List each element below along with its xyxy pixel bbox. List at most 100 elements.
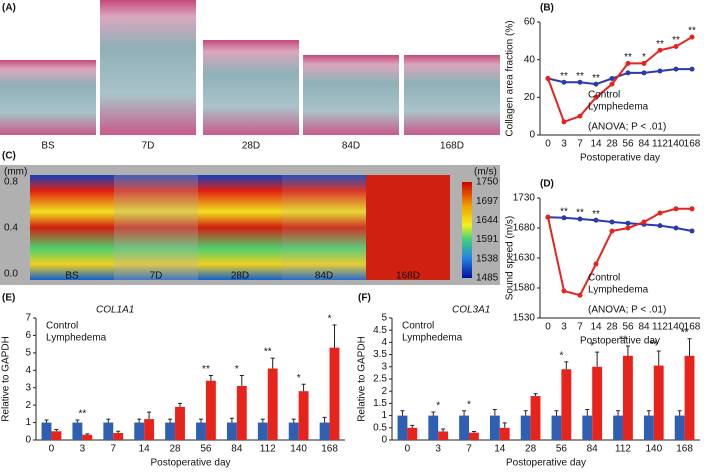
significance-mark: * [642, 52, 646, 63]
bar [407, 427, 418, 440]
significance-mark: * [590, 341, 594, 352]
error-bar [585, 409, 590, 416]
y-tick-label: 1.5 [373, 398, 387, 409]
speed-tick: 1697 [476, 196, 499, 207]
annotation: (ANOVA; P < .01) [588, 305, 666, 316]
significance-mark: ** [688, 26, 696, 37]
x-tick-label: 28 [169, 444, 181, 455]
y-tick-label: 20 [524, 92, 536, 103]
bar [205, 380, 216, 440]
significance-mark: ** [576, 71, 584, 82]
image-label: 168D [396, 271, 420, 282]
bar [72, 422, 83, 440]
x-tick-label: 3 [561, 139, 567, 150]
y-tick-label: 0.5 [373, 422, 387, 433]
elastography-image [282, 175, 366, 280]
x-axis-label: Postoperative day [506, 458, 586, 469]
significance-mark: * [235, 364, 239, 375]
bar [41, 422, 52, 440]
error-bar [554, 410, 559, 416]
significance-mark: ** [264, 347, 272, 358]
y-tick-label: 4.5 [373, 325, 387, 336]
significance-mark: ** [78, 409, 86, 420]
x-tick-label: 14 [494, 444, 506, 455]
x-axis-label: Postoperative day [580, 336, 660, 347]
x-tick-label: 84 [231, 444, 243, 455]
x-tick-label: 56 [556, 444, 568, 455]
x-tick-label: 56 [622, 139, 634, 150]
x-tick-label: 112 [652, 139, 668, 150]
error-bar [625, 345, 630, 356]
error-bar [616, 410, 621, 416]
legend-entry: Lymphedema [46, 333, 107, 344]
x-tick-label: 0 [405, 444, 411, 455]
legend-entry: Control [588, 273, 620, 284]
y-tick-label: 1530 [513, 313, 536, 324]
speed-tick: 1750 [476, 177, 499, 188]
colorbar [462, 182, 472, 278]
panel-label: (D) [540, 179, 554, 190]
error-bar [291, 418, 296, 423]
error-bar [208, 375, 213, 381]
significance-mark: ** [560, 71, 568, 82]
x-tick-label: 112 [615, 444, 631, 455]
y-tick-label: 4 [381, 337, 387, 348]
panel-label: (F) [358, 293, 371, 304]
bar [459, 415, 469, 440]
line [547, 68, 692, 86]
x-tick-label: 140 [290, 444, 307, 455]
histology-image [203, 40, 299, 135]
bar [623, 355, 633, 440]
y-tick-label: 1580 [513, 283, 536, 294]
speed-tick: 1591 [476, 234, 499, 245]
x-tick-label: 84 [587, 444, 599, 455]
bar [397, 415, 408, 440]
y-axis-label: Sound speed (m/s) [505, 216, 516, 301]
speed-tick: 1644 [476, 215, 499, 226]
error-bar [595, 351, 600, 367]
error-bar [492, 409, 497, 416]
chart-title: COL3A1 [452, 305, 490, 316]
depth-tick: 0.4 [4, 223, 18, 234]
significance-mark: * [559, 351, 563, 362]
x-axis-label: Postoperative day [150, 458, 230, 469]
significance-mark: ** [656, 39, 664, 50]
histology-image [303, 55, 399, 135]
bar [520, 415, 531, 440]
error-bar [400, 410, 405, 416]
panel-label: (E) [2, 293, 15, 304]
y-tick-label: 1 [381, 410, 387, 421]
chart-title: COL1A1 [96, 305, 134, 316]
error-bar [75, 419, 80, 423]
x-tick-label: 14 [590, 322, 602, 333]
error-bar [523, 410, 528, 416]
panel-label: (C) [2, 151, 16, 162]
x-tick-label: 56 [200, 444, 212, 455]
x-tick-label: 56 [622, 322, 634, 333]
y-tick-label: 2 [381, 386, 387, 397]
y-axis-label: Relative to GAPDH [357, 336, 368, 422]
bar [582, 415, 593, 440]
bar [438, 431, 449, 440]
speed-tick: 1538 [476, 253, 499, 264]
depth-tick: 0.8 [4, 177, 18, 188]
y-tick-label: 1680 [513, 223, 536, 234]
error-bar [646, 410, 651, 416]
error-bar [471, 430, 476, 433]
x-tick-label: 7 [110, 444, 116, 455]
bar [499, 427, 510, 440]
line [547, 207, 692, 297]
error-bar [301, 383, 306, 392]
legend-entry: Control [402, 321, 434, 332]
x-tick-label: 84 [638, 322, 650, 333]
panel-label: (B) [540, 3, 554, 14]
error-bar [85, 433, 90, 435]
bar [288, 422, 299, 440]
significance-mark: * [297, 373, 301, 384]
y-tick-label: 2 [25, 400, 31, 411]
x-tick-label: 14 [590, 139, 602, 150]
bar [653, 365, 664, 440]
significance-mark: ** [672, 35, 680, 46]
x-tick-label: 168 [684, 322, 701, 333]
